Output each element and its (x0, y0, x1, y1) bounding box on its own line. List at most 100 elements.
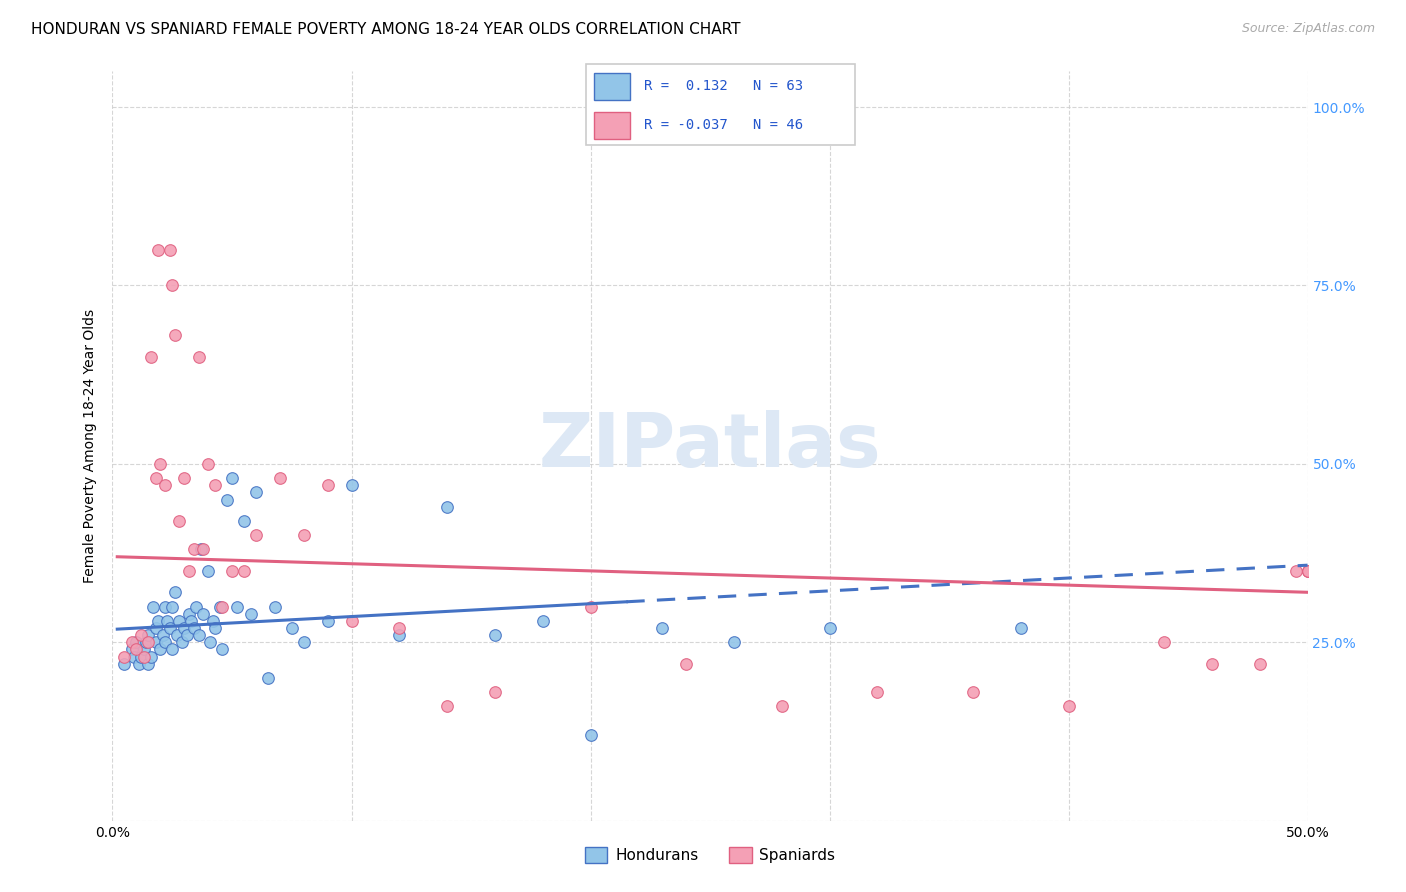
FancyBboxPatch shape (595, 112, 630, 139)
Point (153, 635, 176, 649)
Point (818, 621, 841, 635)
Point (257, 671, 280, 685)
Point (1296, 564, 1319, 578)
Point (190, 542, 212, 557)
Point (292, 528, 315, 542)
Point (145, 471, 167, 485)
Point (316, 478, 339, 492)
FancyBboxPatch shape (595, 72, 630, 100)
Point (204, 478, 226, 492)
Point (204, 621, 226, 635)
Point (388, 628, 411, 642)
Text: R = -0.037   N = 46: R = -0.037 N = 46 (644, 118, 803, 132)
Point (292, 635, 315, 649)
Point (675, 657, 697, 671)
Point (149, 642, 172, 657)
Point (245, 528, 267, 542)
Point (193, 607, 215, 621)
Point (233, 514, 256, 528)
Point (156, 614, 179, 628)
Point (1296, 564, 1319, 578)
Point (139, 350, 162, 364)
Point (132, 642, 155, 657)
Point (169, 614, 191, 628)
Point (187, 350, 209, 364)
Point (146, 614, 169, 628)
Point (121, 635, 143, 649)
Point (209, 599, 232, 614)
Point (217, 492, 239, 507)
Point (866, 685, 889, 699)
Point (436, 500, 458, 514)
Point (159, 243, 181, 257)
Point (180, 614, 202, 628)
Point (114, 649, 135, 664)
Point (340, 478, 363, 492)
Point (121, 642, 143, 657)
Point (159, 621, 181, 635)
Point (264, 599, 287, 614)
Point (1010, 621, 1032, 635)
Point (1285, 564, 1308, 578)
Point (531, 614, 554, 628)
Point (187, 628, 209, 642)
Text: R =  0.132   N = 63: R = 0.132 N = 63 (644, 79, 803, 93)
Point (170, 635, 193, 649)
Point (169, 514, 191, 528)
Point (138, 657, 160, 671)
Point (962, 685, 984, 699)
Point (221, 471, 243, 485)
Point (340, 614, 363, 628)
Point (163, 585, 186, 599)
Point (138, 635, 160, 649)
Point (484, 685, 506, 699)
Point (183, 542, 205, 557)
Point (132, 649, 155, 664)
Point (153, 599, 176, 614)
Point (240, 607, 263, 621)
Point (173, 621, 195, 635)
Point (200, 635, 222, 649)
Point (162, 642, 183, 657)
Text: HONDURAN VS SPANIARD FEMALE POVERTY AMONG 18-24 YEAR OLDS CORRELATION CHART: HONDURAN VS SPANIARD FEMALE POVERTY AMON… (31, 22, 741, 37)
Point (177, 564, 200, 578)
Point (145, 635, 167, 649)
Point (152, 628, 174, 642)
Point (269, 471, 291, 485)
Point (651, 621, 673, 635)
Point (162, 278, 183, 293)
Point (221, 564, 243, 578)
Point (125, 635, 148, 649)
Point (388, 621, 411, 635)
Point (183, 621, 205, 635)
Point (233, 564, 256, 578)
Point (129, 649, 152, 664)
Point (139, 649, 162, 664)
Point (225, 599, 247, 614)
Point (245, 485, 267, 500)
Point (135, 635, 157, 649)
Point (153, 478, 176, 492)
Point (163, 328, 186, 343)
Point (770, 699, 793, 714)
Y-axis label: Female Poverty Among 18-24 Year Olds: Female Poverty Among 18-24 Year Olds (83, 309, 97, 583)
Point (166, 628, 188, 642)
Point (436, 699, 458, 714)
Point (186, 599, 208, 614)
Point (723, 635, 745, 649)
FancyBboxPatch shape (586, 64, 855, 145)
Point (1249, 657, 1271, 671)
Point (162, 599, 183, 614)
Point (579, 728, 602, 742)
Point (177, 607, 200, 621)
Point (128, 657, 150, 671)
Legend: Hondurans, Spaniards: Hondurans, Spaniards (578, 841, 842, 869)
Point (316, 614, 339, 628)
Point (1057, 699, 1080, 714)
Point (176, 628, 198, 642)
Text: Source: ZipAtlas.com: Source: ZipAtlas.com (1241, 22, 1375, 36)
Point (173, 471, 195, 485)
Point (211, 599, 233, 614)
Point (201, 614, 224, 628)
Point (484, 628, 506, 642)
